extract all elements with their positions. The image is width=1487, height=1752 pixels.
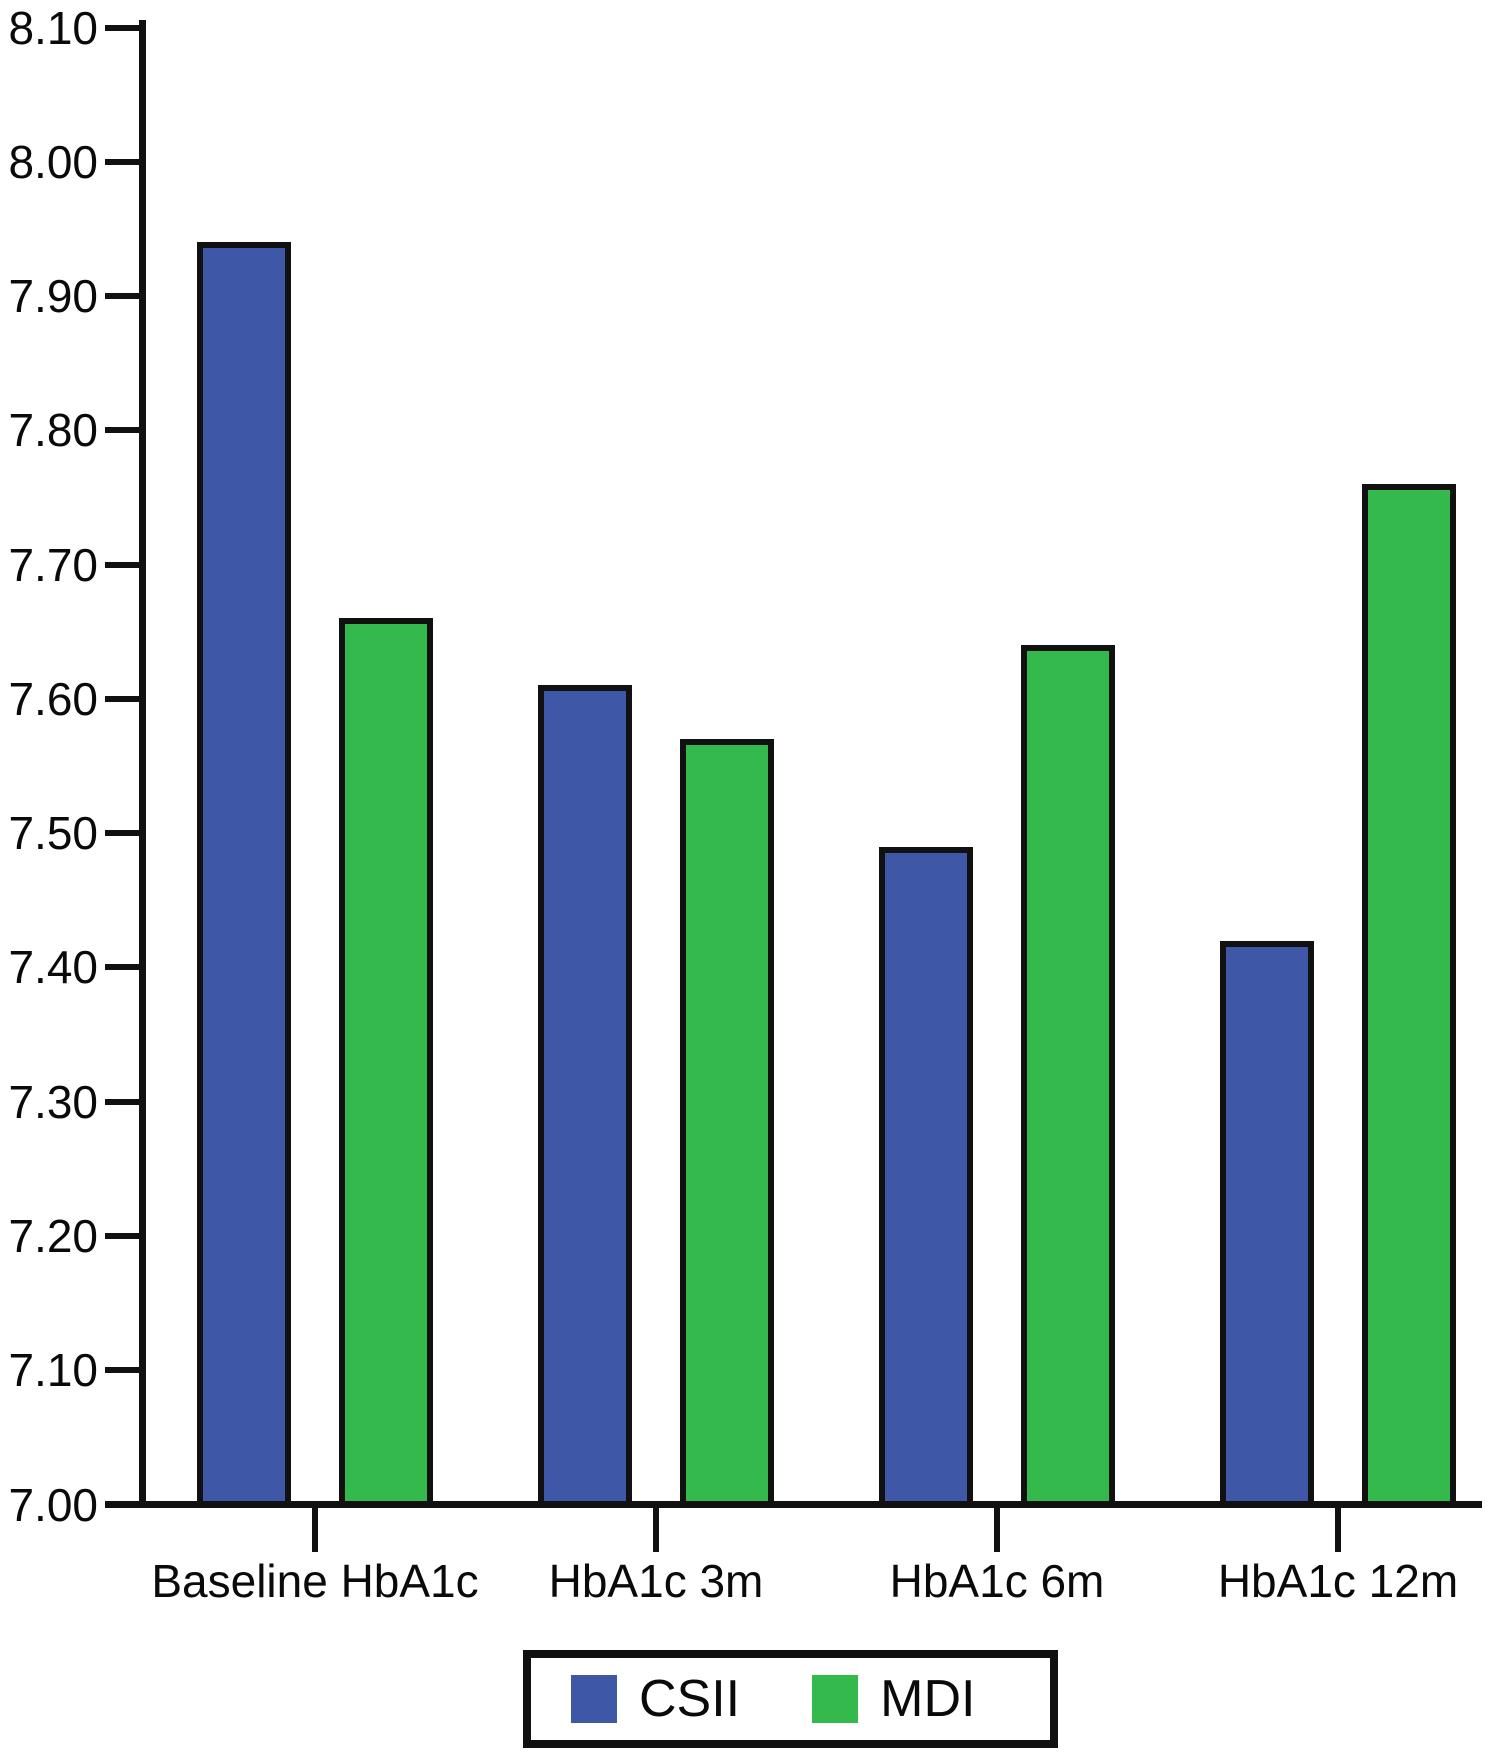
y-tick-label-7-20: 7.20 [8, 1209, 98, 1262]
bar-mdi-baseline-hba1c [339, 618, 433, 1507]
bar-mdi-hba1c-3m [680, 739, 774, 1507]
y-tick-7-60 [105, 695, 139, 702]
y-tick-7-30 [105, 1098, 139, 1105]
y-tick-label-8-00: 8.00 [8, 135, 98, 188]
bar-csii-hba1c-6m [879, 846, 973, 1507]
x-tick-hba1c-3m [653, 1508, 659, 1552]
x-tick-hba1c-6m [994, 1508, 1000, 1552]
x-category-label-hba1c-6m: HbA1c 6m [889, 1555, 1105, 1607]
csii-legend-label: CSII [639, 1670, 741, 1728]
bar-mdi-hba1c-12m [1362, 484, 1456, 1507]
y-tick-label-7-10: 7.10 [8, 1344, 98, 1397]
x-category-label-baseline-hba1c: Baseline HbA1c [151, 1555, 479, 1607]
mdi-legend-label: MDI [880, 1670, 976, 1728]
y-tick-label-7-90: 7.90 [8, 270, 98, 323]
y-tick-label-8-10: 8.10 [8, 1, 98, 54]
mdi-swatch [812, 1675, 859, 1723]
legend-item-mdi: MDI [812, 1673, 975, 1725]
y-tick-label-7-60: 7.60 [8, 672, 98, 725]
bar-csii-baseline-hba1c [197, 242, 291, 1507]
y-tick-7-70 [105, 561, 139, 568]
y-tick-7-90 [105, 293, 139, 300]
csii-swatch [571, 1675, 617, 1723]
x-category-label-hba1c-3m: HbA1c 3m [548, 1555, 764, 1607]
y-tick-7-50 [105, 830, 139, 837]
bar-csii-hba1c-12m [1220, 940, 1314, 1507]
y-tick-8-00 [105, 158, 139, 165]
y-tick-7-10 [105, 1367, 139, 1374]
y-tick-label-7-40: 7.40 [8, 941, 98, 994]
y-tick-label-7-00: 7.00 [8, 1478, 98, 1531]
y-tick-7-20 [105, 1232, 139, 1239]
legend-item-csii: CSII [571, 1673, 740, 1725]
x-category-label-hba1c-12m: HbA1c 12m [1217, 1555, 1459, 1607]
y-tick-7-40 [105, 964, 139, 971]
x-tick-hba1c-12m [1335, 1508, 1341, 1552]
y-tick-8-10 [105, 24, 139, 31]
bar-csii-hba1c-3m [538, 685, 632, 1507]
y-axis-line [139, 20, 146, 1508]
y-tick-7-80 [105, 427, 139, 434]
bar-mdi-hba1c-6m [1021, 645, 1115, 1507]
y-tick-label-7-50: 7.50 [8, 807, 98, 860]
x-tick-baseline-hba1c [312, 1508, 318, 1552]
y-tick-label-7-30: 7.30 [8, 1075, 98, 1128]
legend: CSII MDI [523, 1650, 1058, 1748]
x-axis-line [105, 1501, 1482, 1508]
y-tick-label-7-80: 7.80 [8, 404, 98, 457]
y-tick-label-7-70: 7.70 [8, 538, 98, 591]
